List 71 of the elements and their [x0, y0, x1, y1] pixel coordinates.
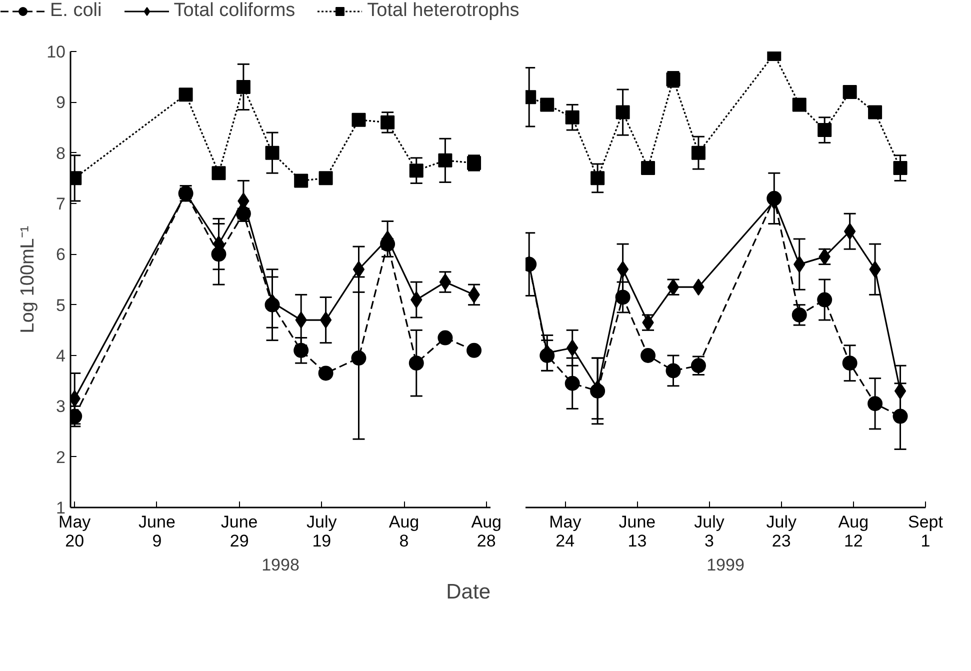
- x-tick-label: Aug 12: [838, 512, 869, 550]
- x-tick-label: June 29: [220, 512, 258, 550]
- point: [616, 105, 630, 120]
- point: [294, 174, 308, 188]
- point: [318, 171, 333, 186]
- y-tick-label: 4: [56, 346, 66, 366]
- y-axis-title: Log 100mL⁻¹: [18, 226, 39, 334]
- point: [409, 164, 424, 178]
- point: [690, 358, 706, 374]
- point: [320, 312, 332, 329]
- x-tick-label: Aug 8: [388, 512, 420, 550]
- point: [590, 171, 605, 186]
- legend-label: Total coliforms: [174, 0, 296, 22]
- point: [438, 153, 452, 168]
- point: [294, 342, 309, 358]
- point: [893, 161, 908, 176]
- point: [615, 290, 630, 305]
- point: [265, 146, 280, 160]
- point: [892, 408, 908, 424]
- point: [564, 376, 580, 391]
- y-tick-label: 2: [56, 448, 66, 467]
- point: [666, 363, 681, 378]
- x-tick-label: June 9: [138, 512, 176, 550]
- text: Date: [446, 580, 490, 604]
- y-tick-label: 8: [56, 144, 66, 163]
- point: [691, 146, 706, 160]
- point: [842, 356, 858, 371]
- point: [844, 222, 856, 240]
- point: [894, 382, 906, 400]
- point: [817, 292, 832, 308]
- y-tick-label: 9: [56, 93, 66, 112]
- x-axis-title: 1999: [706, 556, 744, 574]
- x-tick-label: Sept 1: [908, 512, 944, 550]
- x-tick-label: June 13: [618, 512, 656, 550]
- point: [565, 110, 580, 124]
- point: [318, 366, 334, 381]
- x-tick-label: May 20: [58, 512, 92, 550]
- y-tick-label: 5: [56, 296, 66, 315]
- x-tick-label: July 3: [694, 512, 725, 550]
- x-tick-label: July 19: [306, 512, 338, 550]
- point: [616, 260, 629, 278]
- point: [352, 112, 366, 127]
- point: [212, 166, 226, 180]
- y-tick-label: 6: [56, 245, 66, 264]
- point: [439, 274, 452, 291]
- point: [466, 342, 482, 358]
- y-tick-label: 10: [46, 42, 66, 62]
- x-tick-label: July 23: [766, 512, 797, 550]
- point: [792, 307, 807, 322]
- point: [818, 123, 832, 138]
- y-tick-label: 3: [56, 397, 66, 416]
- point: [868, 396, 883, 412]
- y-tick-label: 7: [56, 194, 66, 214]
- x-axis-title: 1998: [262, 556, 300, 574]
- x-tick-label: May 24: [549, 512, 582, 550]
- point: [236, 80, 250, 94]
- point: [408, 356, 424, 371]
- point: [641, 161, 656, 176]
- legend-label: E. coli: [50, 0, 102, 22]
- point: [640, 348, 656, 363]
- point: [351, 350, 366, 366]
- point: [438, 330, 453, 346]
- point: [178, 88, 193, 102]
- x-tick-label: Aug 28: [471, 512, 502, 550]
- point: [842, 85, 857, 100]
- point: [380, 115, 395, 130]
- legend-label: Total heterotrophs: [367, 0, 520, 22]
- point: [868, 105, 882, 120]
- point: [792, 98, 806, 112]
- point: [540, 98, 554, 112]
- point: [352, 260, 365, 278]
